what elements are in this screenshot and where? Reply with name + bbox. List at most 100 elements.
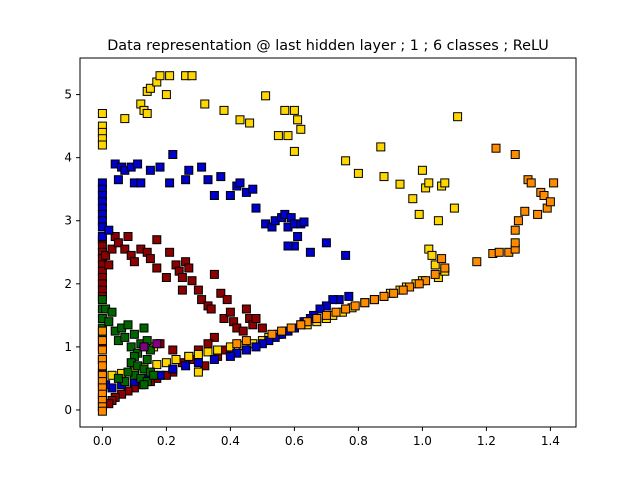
data-point	[289, 105, 299, 115]
data-point	[251, 314, 261, 323]
data-point	[107, 244, 117, 254]
data-point	[181, 175, 191, 185]
data-point	[219, 314, 229, 323]
data-point	[142, 109, 152, 118]
data-point	[395, 179, 405, 189]
data-point	[145, 165, 155, 175]
data-point	[321, 310, 331, 320]
data-point	[376, 142, 386, 152]
data-point	[430, 269, 440, 279]
data-point	[152, 263, 162, 273]
x-tick-label: 0.2	[157, 434, 176, 448]
data-point	[161, 273, 171, 282]
data-point	[97, 109, 107, 118]
data-point	[203, 339, 213, 349]
data-point	[341, 156, 351, 166]
x-tick-label: 1.2	[477, 434, 496, 448]
data-point	[101, 250, 111, 260]
data-point	[149, 370, 159, 380]
data-point	[206, 304, 216, 314]
data-point	[235, 115, 245, 125]
data-point	[273, 131, 283, 141]
x-tick-label: 1.0	[413, 434, 432, 448]
data-point	[315, 304, 325, 314]
data-point	[97, 326, 107, 336]
data-point	[453, 112, 463, 122]
data-point	[261, 91, 271, 101]
data-point	[104, 225, 114, 235]
data-point	[97, 140, 107, 150]
data-point	[251, 203, 261, 213]
data-point	[213, 345, 223, 355]
data-point	[296, 124, 306, 134]
data-point	[389, 288, 399, 298]
data-point	[427, 250, 437, 260]
data-point	[97, 232, 107, 241]
data-point	[238, 326, 248, 336]
data-point	[120, 114, 130, 124]
data-point	[472, 257, 482, 267]
data-point	[312, 314, 322, 323]
data-point	[168, 345, 178, 355]
data-point	[219, 105, 229, 115]
data-point	[510, 225, 520, 235]
data-point	[449, 203, 459, 213]
x-tick-label: 0.0	[93, 434, 112, 448]
data-point	[184, 165, 194, 175]
data-point	[241, 304, 251, 314]
data-point	[187, 71, 197, 81]
data-point	[177, 285, 187, 295]
data-point	[104, 260, 114, 270]
data-point	[104, 317, 114, 327]
data-point	[145, 254, 155, 264]
data-point	[280, 105, 290, 115]
data-point	[165, 247, 175, 257]
data-point	[139, 342, 149, 352]
data-point	[430, 260, 440, 270]
data-point	[171, 355, 181, 364]
data-point	[193, 358, 203, 368]
data-point	[142, 355, 152, 364]
data-point	[235, 178, 245, 188]
data-point	[165, 71, 175, 81]
data-point	[161, 358, 171, 368]
data-point	[408, 194, 418, 204]
y-tick-label: 1	[64, 340, 72, 354]
data-point	[353, 168, 363, 178]
data-point	[296, 320, 306, 330]
axes-layer: 0.0 0.2 0.4 0.6 0.8 1.0 1.2 1.4 0 1 2 3 4 5	[64, 57, 577, 448]
data-point	[113, 175, 123, 185]
data-point	[225, 191, 235, 200]
data-point	[107, 307, 117, 317]
data-point	[97, 336, 107, 346]
data-point	[152, 235, 162, 245]
data-point	[440, 178, 450, 188]
data-point	[424, 178, 434, 188]
data-point	[245, 118, 255, 128]
data-point	[155, 162, 165, 172]
data-point	[123, 367, 133, 377]
data-point	[494, 247, 504, 257]
data-point	[331, 307, 341, 317]
data-point	[97, 406, 107, 416]
data-point	[513, 216, 523, 226]
data-point	[293, 115, 303, 125]
data-point	[193, 367, 203, 377]
data-point	[177, 273, 187, 282]
data-point	[545, 197, 555, 207]
data-point	[491, 143, 501, 153]
data-point	[305, 247, 315, 257]
data-point	[197, 162, 207, 172]
chart-title: Data representation @ last hidden layer …	[107, 38, 549, 54]
data-point	[299, 217, 309, 227]
data-point	[222, 295, 232, 305]
data-point	[520, 206, 530, 216]
y-tick-label: 2	[64, 277, 72, 291]
data-point	[216, 172, 226, 182]
data-point	[139, 380, 149, 390]
x-tick-label: 0.4	[221, 434, 240, 448]
data-point	[277, 326, 287, 336]
